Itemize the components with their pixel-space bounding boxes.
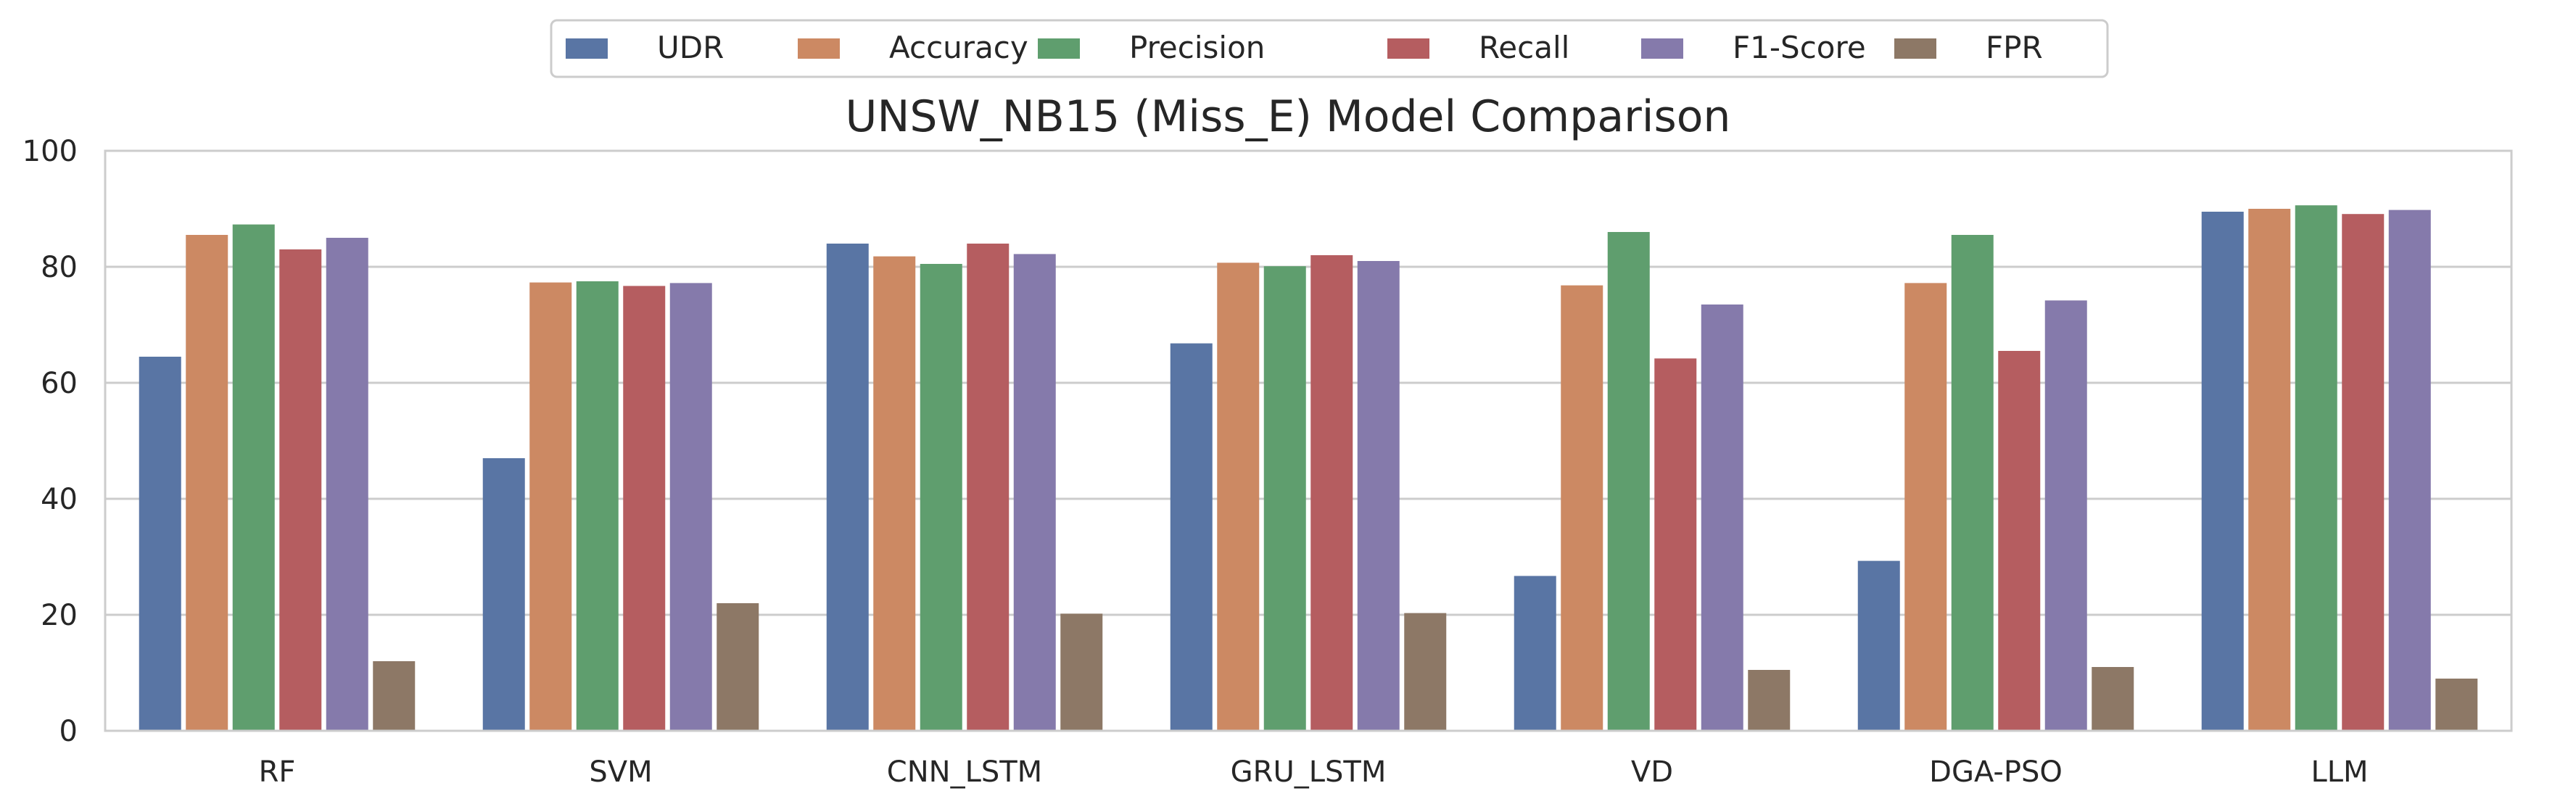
- y-tick-label: 0: [59, 715, 78, 748]
- legend-label: F1-Score: [1733, 30, 1866, 65]
- legend-swatch-Recall: [1387, 38, 1429, 59]
- bar-RF-F1-Score: [326, 238, 368, 731]
- bars: [139, 205, 2478, 732]
- bar-DGA-PSO-Precision: [1951, 235, 1994, 731]
- bar-RF-Accuracy: [186, 235, 228, 731]
- legend-box: [550, 19, 2109, 78]
- y-tick-label: 60: [41, 367, 78, 400]
- bar-CNN_LSTM-UDR: [826, 244, 869, 731]
- bar-DGA-PSO-Recall: [1998, 351, 2041, 731]
- bar-LLM-Recall: [2342, 214, 2385, 731]
- legend-swatch-F1-Score: [1641, 38, 1683, 59]
- bar-CNN_LSTM-Precision: [920, 264, 962, 731]
- bar-CNN_LSTM-Accuracy: [873, 256, 916, 732]
- bar-GRU_LSTM-Recall: [1310, 255, 1353, 731]
- bar-LLM-Accuracy: [2248, 209, 2291, 731]
- bar-LLM-FPR: [2435, 679, 2478, 731]
- gridlines: [105, 149, 2511, 732]
- legend-label: Precision: [1129, 30, 1265, 65]
- y-axis: 0 20 40 60 80 100: [22, 135, 78, 748]
- bar-LLM-F1-Score: [2388, 210, 2431, 732]
- x-tick-label: RF: [259, 755, 296, 789]
- x-axis: RF SVM CNN_LSTM GRU_LSTM VD DGA-PSO LLM: [259, 755, 2369, 789]
- legend-swatch-Accuracy: [798, 38, 840, 59]
- legend-label: Accuracy: [889, 30, 1028, 65]
- bar-SVM-Recall: [623, 286, 666, 731]
- bar-RF-FPR: [373, 661, 416, 731]
- chart-title: UNSW_NB15 (Miss_E) Model Comparison: [846, 91, 1731, 142]
- y-tick-label: 100: [22, 135, 78, 168]
- x-tick-label: GRU_LSTM: [1231, 755, 1387, 789]
- bar-RF-Recall: [279, 249, 322, 731]
- bar-SVM-F1-Score: [669, 283, 712, 731]
- bar-SVM-Precision: [576, 281, 619, 731]
- bar-SVM-FPR: [717, 603, 759, 731]
- x-tick-label: LLM: [2311, 755, 2368, 789]
- x-tick-label: CNN_LSTM: [887, 755, 1042, 789]
- bar-VD-Accuracy: [1561, 285, 1603, 732]
- bar-GRU_LSTM-F1-Score: [1357, 261, 1400, 731]
- bar-LLM-Precision: [2295, 205, 2337, 731]
- legend-label: FPR: [1986, 30, 2043, 65]
- bar-GRU_LSTM-Precision: [1263, 266, 1306, 731]
- y-tick-label: 20: [41, 599, 78, 632]
- bar-RF-UDR: [139, 357, 181, 731]
- bar-SVM-UDR: [482, 458, 525, 731]
- legend-swatch-Precision: [1038, 38, 1080, 59]
- bar-GRU_LSTM-UDR: [1170, 343, 1213, 732]
- y-tick-label: 40: [41, 483, 78, 516]
- bar-DGA-PSO-FPR: [2092, 667, 2134, 731]
- legend-label: UDR: [657, 30, 724, 65]
- bar-CNN_LSTM-F1-Score: [1013, 254, 1056, 731]
- x-tick-label: SVM: [589, 755, 652, 789]
- legend: UDR Accuracy Precision Recall F1-Score FPR: [550, 19, 2109, 78]
- bar-VD-Recall: [1654, 358, 1697, 731]
- bar-DGA-PSO-UDR: [1857, 560, 1900, 731]
- bar-RF-Precision: [232, 224, 275, 732]
- bar-VD-UDR: [1514, 576, 1556, 731]
- x-tick-label: VD: [1631, 755, 1673, 789]
- bar-VD-FPR: [1748, 670, 1791, 731]
- legend-swatch-FPR: [1894, 38, 1936, 59]
- bar-GRU_LSTM-FPR: [1404, 613, 1447, 731]
- bar-GRU_LSTM-Accuracy: [1217, 262, 1260, 731]
- x-tick-label: DGA-PSO: [1929, 755, 2063, 789]
- plot-frame: [104, 149, 2513, 732]
- bar-CNN_LSTM-FPR: [1060, 613, 1103, 731]
- y-tick-label: 80: [41, 251, 78, 284]
- legend-swatch-UDR: [566, 38, 608, 59]
- bar-DGA-PSO-Accuracy: [1904, 283, 1947, 731]
- bar-VD-F1-Score: [1701, 304, 1743, 731]
- legend-label: Recall: [1479, 30, 1569, 65]
- bar-SVM-Accuracy: [529, 282, 572, 732]
- bar-LLM-UDR: [2201, 212, 2244, 731]
- bar-VD-Precision: [1607, 232, 1650, 731]
- bar-CNN_LSTM-Recall: [967, 244, 1010, 731]
- bar-DGA-PSO-F1-Score: [2044, 300, 2087, 731]
